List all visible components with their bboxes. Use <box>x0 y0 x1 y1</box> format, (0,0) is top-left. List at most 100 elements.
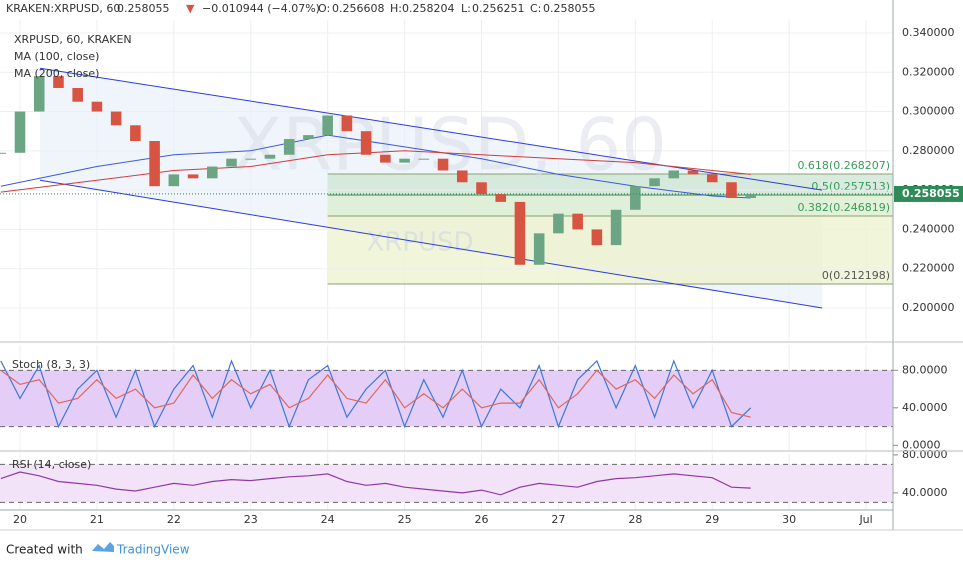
y-tick-label: 0.280000 <box>902 144 955 157</box>
candle <box>380 154 391 163</box>
legend-entry: MA (100, close) <box>14 50 99 63</box>
last-price-tag <box>894 185 963 202</box>
last: 0.258055 <box>117 2 170 15</box>
candle <box>207 166 218 179</box>
candle <box>303 135 314 140</box>
moving-average <box>0 150 751 193</box>
candle <box>399 158 410 163</box>
x-tick-label: 29 <box>705 513 719 526</box>
o-label: O: <box>318 2 330 15</box>
x-tick-label: 27 <box>551 513 565 526</box>
channel-line <box>39 67 823 191</box>
candle <box>572 213 583 230</box>
y-tick-label: 0.300000 <box>902 105 955 118</box>
x-tick-label: 26 <box>474 513 488 526</box>
arrow: ▼ <box>186 2 195 15</box>
candle <box>91 101 103 112</box>
candle <box>456 170 468 183</box>
candle <box>72 87 83 102</box>
candle <box>706 174 718 183</box>
y-tick-label: 0.220000 <box>902 262 955 275</box>
channel-line <box>39 179 823 309</box>
plots: 20 21 22 23 24 25 26 27 28 29 30 Jul 0.618(0.268207)… <box>0 20 963 526</box>
candle <box>610 209 622 246</box>
high: 0.258204 <box>402 2 455 15</box>
y-tick-label: 0.320000 <box>902 65 955 78</box>
candle <box>649 178 660 187</box>
h-label: H: <box>390 2 402 15</box>
candle <box>33 76 45 112</box>
open: 0.256608 <box>332 2 385 15</box>
y-tick-label: 0.0000 <box>902 438 941 451</box>
candle <box>533 233 545 265</box>
band-fill <box>0 370 893 427</box>
l-label: L: <box>461 2 471 15</box>
y-tick-label: 0.240000 <box>902 222 955 235</box>
candle <box>514 201 526 265</box>
x-tick-label: 20 <box>13 513 27 526</box>
candle <box>668 170 680 179</box>
band-fill <box>0 464 893 503</box>
y-tick-label: 80.0000 <box>902 363 948 376</box>
candle <box>476 182 487 195</box>
x-tick-label: 28 <box>628 513 642 526</box>
low: 0.256251 <box>472 2 525 15</box>
y-tick-label: 0.200000 <box>902 301 955 314</box>
x-tick-label: 30 <box>782 513 796 526</box>
candle <box>14 111 26 153</box>
candle <box>226 158 237 167</box>
candle <box>745 194 756 198</box>
indicator-line <box>0 471 751 496</box>
indicator-line <box>0 369 751 418</box>
moving-average <box>0 134 751 199</box>
fib-label: 0.382(0.246819) <box>797 201 890 214</box>
fib-zone <box>327 216 894 285</box>
candle <box>149 141 160 187</box>
close: 0.258055 <box>543 2 596 15</box>
candle <box>264 154 276 159</box>
pane-title: Stoch (8, 3, 3) <box>12 358 90 371</box>
fib-label: 0(0.212198) <box>822 269 890 282</box>
legend-entry: MA (200, close) <box>14 67 99 80</box>
y-tick-label: 40.0000 <box>902 486 948 499</box>
candle <box>168 174 180 187</box>
y-tick-label: 0.340000 <box>902 26 955 39</box>
c-label: C: <box>530 2 541 15</box>
x-tick-label: Jul <box>858 513 872 526</box>
fib-label: 0.5(0.257513) <box>811 180 890 193</box>
symbol: KRAKEN:XRPUSD, 60 <box>6 2 120 15</box>
candle <box>360 131 372 155</box>
candle <box>187 174 199 179</box>
candle <box>53 76 64 88</box>
candle <box>495 194 507 202</box>
footer-brand[interactable]: TradingView <box>116 543 190 557</box>
legend-title: XRPUSD, 60, KRAKEN <box>14 33 132 46</box>
x-tick-label: 23 <box>244 513 258 526</box>
y-tick-label: 40.0000 <box>902 401 948 414</box>
candle <box>322 115 333 136</box>
candle <box>591 229 603 246</box>
fib-zone <box>327 195 894 217</box>
candle <box>283 139 295 155</box>
change: −0.010944 (−4.07%) <box>202 2 320 15</box>
x-tick-label: 22 <box>167 513 181 526</box>
candle <box>245 158 257 160</box>
candle <box>418 158 430 160</box>
candle <box>687 170 699 175</box>
candle <box>630 186 641 210</box>
candle <box>0 152 7 154</box>
logo <box>92 542 114 552</box>
x-tick-label: 24 <box>321 513 335 526</box>
candle <box>437 158 449 171</box>
x-tick-label: 21 <box>90 513 104 526</box>
x-tick-label: 25 <box>398 513 412 526</box>
candle <box>110 111 122 126</box>
candle <box>726 182 737 198</box>
pane-title: RSI (14, close) <box>12 458 91 471</box>
y-tick-label: 80.0000 <box>902 448 948 461</box>
footer-created: Created with <box>6 543 83 557</box>
header: KRAKEN:XRPUSD, 60 0.258055 ▼ −0.010944 (… <box>6 2 596 15</box>
last-price-label: 0.258055 <box>902 187 960 200</box>
candle <box>553 213 564 234</box>
